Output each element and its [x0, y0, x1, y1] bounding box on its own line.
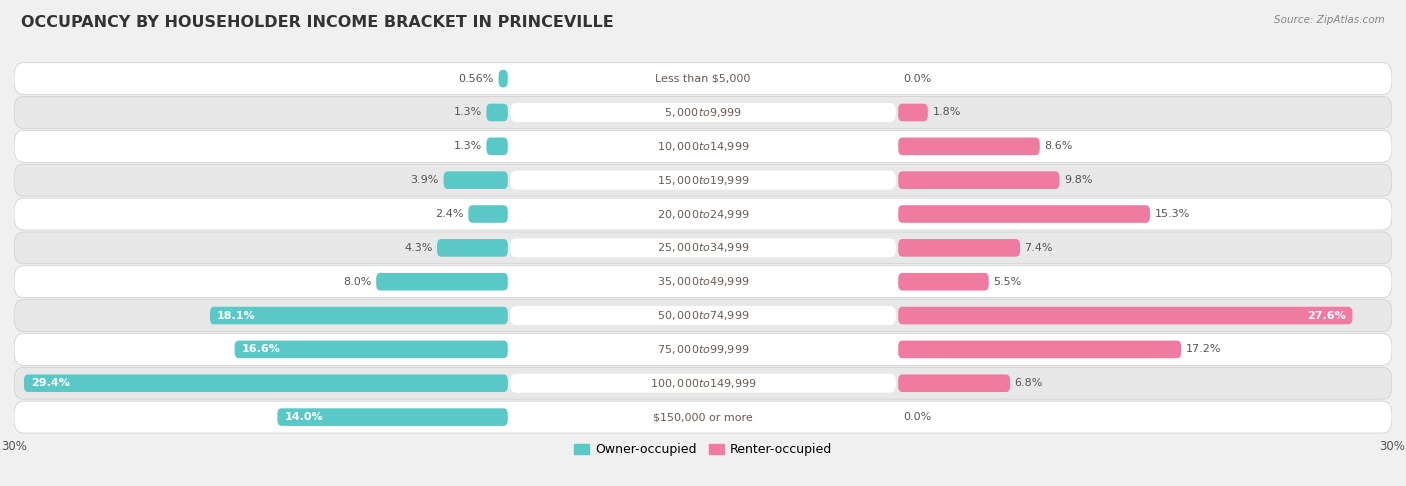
FancyBboxPatch shape — [898, 138, 1040, 155]
FancyBboxPatch shape — [14, 198, 1392, 230]
Text: $50,000 to $74,999: $50,000 to $74,999 — [657, 309, 749, 322]
Text: OCCUPANCY BY HOUSEHOLDER INCOME BRACKET IN PRINCEVILLE: OCCUPANCY BY HOUSEHOLDER INCOME BRACKET … — [21, 15, 614, 30]
FancyBboxPatch shape — [14, 367, 1392, 399]
FancyBboxPatch shape — [510, 340, 896, 359]
Text: $75,000 to $99,999: $75,000 to $99,999 — [657, 343, 749, 356]
Text: 6.8%: 6.8% — [1015, 378, 1043, 388]
FancyBboxPatch shape — [510, 69, 896, 88]
FancyBboxPatch shape — [14, 232, 1392, 264]
Text: 2.4%: 2.4% — [436, 209, 464, 219]
Text: 29.4%: 29.4% — [31, 378, 70, 388]
FancyBboxPatch shape — [510, 171, 896, 190]
Text: 1.3%: 1.3% — [454, 141, 482, 151]
FancyBboxPatch shape — [209, 307, 508, 324]
FancyBboxPatch shape — [486, 138, 508, 155]
Text: 27.6%: 27.6% — [1306, 311, 1346, 321]
Text: $25,000 to $34,999: $25,000 to $34,999 — [657, 242, 749, 254]
Text: 16.6%: 16.6% — [242, 345, 280, 354]
Text: 14.0%: 14.0% — [284, 412, 323, 422]
FancyBboxPatch shape — [510, 272, 896, 291]
Text: $5,000 to $9,999: $5,000 to $9,999 — [664, 106, 742, 119]
FancyBboxPatch shape — [898, 172, 1060, 189]
FancyBboxPatch shape — [444, 172, 508, 189]
FancyBboxPatch shape — [14, 164, 1392, 196]
FancyBboxPatch shape — [277, 408, 508, 426]
FancyBboxPatch shape — [510, 205, 896, 224]
FancyBboxPatch shape — [898, 341, 1181, 358]
FancyBboxPatch shape — [24, 374, 508, 392]
FancyBboxPatch shape — [14, 300, 1392, 331]
Text: 3.9%: 3.9% — [411, 175, 439, 185]
FancyBboxPatch shape — [14, 333, 1392, 365]
Text: 0.0%: 0.0% — [903, 412, 931, 422]
Text: $150,000 or more: $150,000 or more — [654, 412, 752, 422]
Text: 8.0%: 8.0% — [343, 277, 371, 287]
FancyBboxPatch shape — [898, 273, 988, 291]
FancyBboxPatch shape — [898, 104, 928, 122]
FancyBboxPatch shape — [510, 408, 896, 427]
Text: $10,000 to $14,999: $10,000 to $14,999 — [657, 140, 749, 153]
FancyBboxPatch shape — [377, 273, 508, 291]
FancyBboxPatch shape — [486, 104, 508, 122]
Text: 1.8%: 1.8% — [932, 107, 960, 118]
FancyBboxPatch shape — [468, 205, 508, 223]
Text: 5.5%: 5.5% — [993, 277, 1022, 287]
Text: Less than $5,000: Less than $5,000 — [655, 73, 751, 84]
Text: 1.3%: 1.3% — [454, 107, 482, 118]
Text: 18.1%: 18.1% — [217, 311, 256, 321]
FancyBboxPatch shape — [510, 137, 896, 156]
Text: 9.8%: 9.8% — [1064, 175, 1092, 185]
FancyBboxPatch shape — [510, 103, 896, 122]
Text: $35,000 to $49,999: $35,000 to $49,999 — [657, 275, 749, 288]
FancyBboxPatch shape — [14, 97, 1392, 128]
Text: 0.0%: 0.0% — [903, 73, 931, 84]
Text: 17.2%: 17.2% — [1185, 345, 1222, 354]
Text: Source: ZipAtlas.com: Source: ZipAtlas.com — [1274, 15, 1385, 25]
Text: 15.3%: 15.3% — [1154, 209, 1189, 219]
FancyBboxPatch shape — [14, 63, 1392, 95]
FancyBboxPatch shape — [898, 205, 1150, 223]
FancyBboxPatch shape — [437, 239, 508, 257]
Legend: Owner-occupied, Renter-occupied: Owner-occupied, Renter-occupied — [568, 438, 838, 462]
Text: 7.4%: 7.4% — [1025, 243, 1053, 253]
FancyBboxPatch shape — [510, 374, 896, 393]
FancyBboxPatch shape — [14, 266, 1392, 297]
FancyBboxPatch shape — [510, 306, 896, 325]
FancyBboxPatch shape — [14, 401, 1392, 433]
FancyBboxPatch shape — [14, 130, 1392, 162]
Text: $15,000 to $19,999: $15,000 to $19,999 — [657, 174, 749, 187]
Text: $20,000 to $24,999: $20,000 to $24,999 — [657, 208, 749, 221]
FancyBboxPatch shape — [898, 374, 1010, 392]
FancyBboxPatch shape — [499, 70, 508, 87]
FancyBboxPatch shape — [898, 307, 1353, 324]
Text: $100,000 to $149,999: $100,000 to $149,999 — [650, 377, 756, 390]
Text: 8.6%: 8.6% — [1045, 141, 1073, 151]
FancyBboxPatch shape — [235, 341, 508, 358]
FancyBboxPatch shape — [510, 239, 896, 258]
Text: 4.3%: 4.3% — [404, 243, 433, 253]
Text: 0.56%: 0.56% — [458, 73, 494, 84]
FancyBboxPatch shape — [898, 239, 1019, 257]
